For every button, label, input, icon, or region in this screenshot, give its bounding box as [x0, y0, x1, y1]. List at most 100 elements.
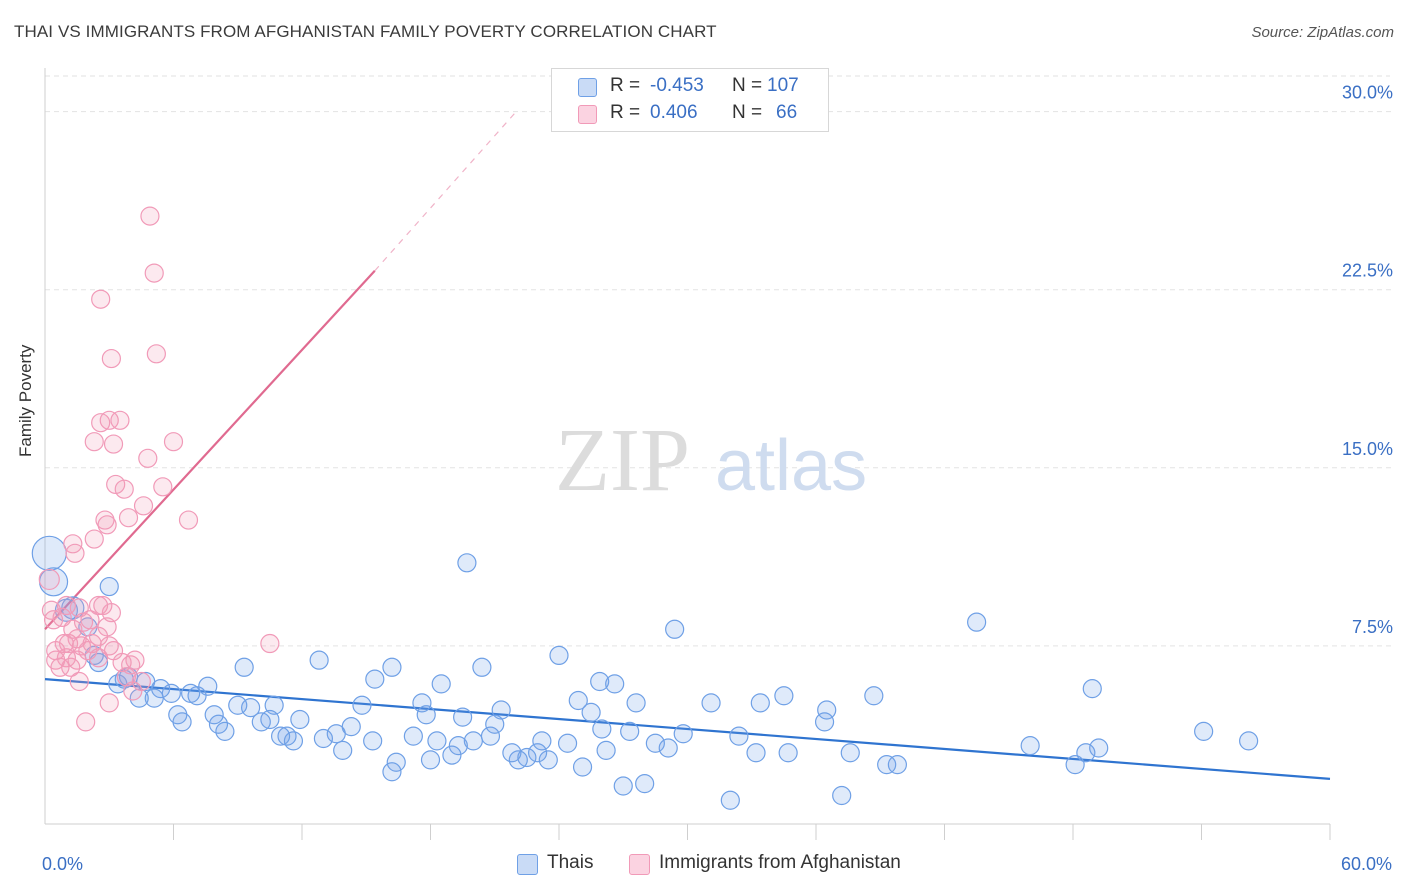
watermark-atlas: atlas	[715, 426, 867, 506]
point-thais	[517, 747, 537, 768]
legend-swatch-afghan	[578, 105, 597, 124]
point-thais	[31, 535, 67, 571]
point-thais	[814, 712, 835, 732]
point-afghan	[101, 603, 121, 623]
point-afghan	[50, 657, 70, 677]
axes	[44, 68, 1331, 840]
point-thais	[572, 757, 593, 777]
point-afghan	[65, 543, 85, 563]
legend-r-value: 0.406	[650, 102, 698, 123]
point-thais	[365, 669, 385, 689]
point-thais	[270, 726, 291, 746]
point-thais	[877, 755, 897, 775]
point-thais	[234, 657, 254, 677]
point-thais	[472, 657, 492, 677]
point-afghan	[84, 432, 104, 452]
trend-lines	[44, 111, 1331, 780]
point-thais	[581, 702, 601, 722]
point-afghan	[103, 434, 124, 454]
correlation-legend: R = -0.453 N = 107 R = 0.406 N = 66	[551, 68, 829, 132]
point-afghan	[63, 619, 83, 639]
point-afghan	[38, 568, 60, 591]
legend-row-afghan: R = 0.406 N = 66	[552, 101, 828, 127]
point-afghan	[116, 667, 136, 687]
point-thais	[605, 674, 625, 694]
y-tick-label: 30.0%	[1342, 83, 1393, 103]
point-thais	[480, 726, 501, 746]
point-thais	[485, 714, 505, 734]
point-thais	[352, 695, 372, 715]
point-thais	[538, 750, 558, 770]
x-tick-label: 60.0%	[1341, 854, 1392, 874]
trend-line-afghan-extension	[374, 111, 517, 272]
point-thais	[750, 693, 770, 713]
point-thais	[673, 724, 693, 744]
point-afghan	[138, 448, 158, 468]
point-thais	[887, 755, 907, 775]
point-afghan	[99, 410, 119, 430]
legend-swatch-thais	[578, 78, 597, 97]
legend-label-afghan: Immigrants from Afghanistan	[659, 852, 901, 873]
x-tick-label: 0.0%	[42, 854, 83, 874]
legend-n-label: N =	[732, 102, 763, 123]
point-thais	[1065, 755, 1085, 775]
watermark-zip: ZIP	[555, 411, 690, 510]
legend-n-value: 107	[767, 75, 799, 96]
point-thais	[527, 743, 548, 763]
y-tick-label: 15.0%	[1342, 439, 1393, 459]
point-thais	[241, 698, 261, 718]
point-afghan	[69, 671, 89, 692]
point-afghan	[99, 693, 119, 713]
point-thais	[187, 686, 207, 706]
point-thais	[1194, 721, 1214, 741]
point-thais	[568, 690, 588, 711]
point-thais	[532, 731, 552, 751]
point-afghan	[146, 344, 166, 364]
point-thais	[442, 745, 462, 765]
point-afghan	[178, 510, 199, 530]
point-thais	[260, 709, 280, 730]
point-afghan	[131, 671, 151, 692]
point-thais	[309, 650, 329, 670]
point-thais	[448, 736, 468, 756]
point-thais	[626, 693, 646, 713]
point-afghan	[114, 479, 134, 499]
trend-line-afghan	[44, 269, 376, 631]
point-afghan	[260, 633, 280, 654]
source-label: Source: ZipAtlas.com	[1251, 24, 1394, 41]
gridlines	[45, 75, 1392, 647]
point-thais	[420, 750, 441, 770]
point-thais	[557, 733, 578, 753]
point-afghan	[118, 508, 139, 528]
point-afghan	[67, 650, 87, 670]
point-thais	[431, 674, 451, 694]
point-thais	[290, 709, 310, 730]
point-afghan	[97, 515, 117, 535]
point-afghan	[52, 607, 72, 628]
point-thais	[592, 719, 612, 739]
point-thais	[778, 743, 798, 763]
point-thais	[382, 762, 402, 782]
point-afghan	[153, 477, 173, 497]
point-afghan	[80, 610, 100, 630]
point-thais	[313, 728, 334, 749]
legend-swatch-afghan	[629, 854, 650, 875]
legend-r-value: -0.453	[650, 75, 704, 96]
point-afghan	[84, 529, 104, 549]
point-thais	[774, 686, 794, 706]
point-thais	[729, 726, 749, 746]
point-thais	[701, 693, 721, 713]
point-thais	[264, 695, 284, 715]
point-thais	[215, 721, 235, 741]
point-thais	[457, 553, 477, 573]
point-thais	[832, 785, 852, 806]
legend-n-value: 66	[776, 102, 798, 123]
point-afghan	[144, 263, 164, 283]
point-thais	[463, 731, 483, 751]
point-thais	[403, 726, 423, 746]
point-thais	[840, 743, 860, 763]
legend-label-thais: Thais	[547, 852, 594, 873]
point-thais	[161, 683, 181, 703]
series-thais	[31, 535, 1259, 810]
point-thais	[204, 705, 224, 725]
